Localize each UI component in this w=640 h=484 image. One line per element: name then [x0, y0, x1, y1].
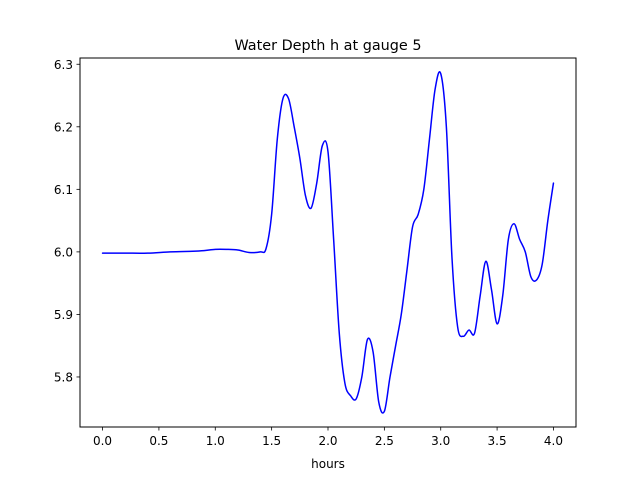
x-axis-label: hours: [311, 457, 345, 471]
series-group: [101, 71, 555, 414]
x-tick-label: 0.0: [93, 434, 112, 448]
x-tick-label: 1.0: [206, 434, 225, 448]
x-tick-label: 3.0: [431, 434, 450, 448]
x-tick-label: 2.5: [375, 434, 394, 448]
y-tick-label: 6.0: [54, 245, 73, 259]
chart-title: Water Depth h at gauge 5: [234, 38, 421, 54]
y-tick-label: 6.1: [54, 183, 73, 197]
x-tick-label: 0.5: [149, 434, 168, 448]
plot-frame: [79, 57, 577, 428]
x-tick-label: 1.5: [262, 434, 281, 448]
x-tick-label: 4.0: [544, 434, 563, 448]
y-tick-label: 5.9: [54, 308, 73, 322]
series-line-0: [101, 71, 555, 414]
x-tick-label: 2.0: [318, 434, 337, 448]
y-tick-label: 6.2: [54, 120, 73, 134]
tick-group: 0.0 0.5 1.0 1.5 2.0 2.5 3.0 3.5 4.0 5.8 5.9 6.0 6.1 6…: [54, 58, 563, 448]
y-tick-label: 5.8: [54, 370, 73, 384]
x-tick-label: 3.5: [488, 434, 507, 448]
plot-area-background: [80, 58, 576, 427]
y-tick-label: 6.3: [54, 58, 73, 72]
